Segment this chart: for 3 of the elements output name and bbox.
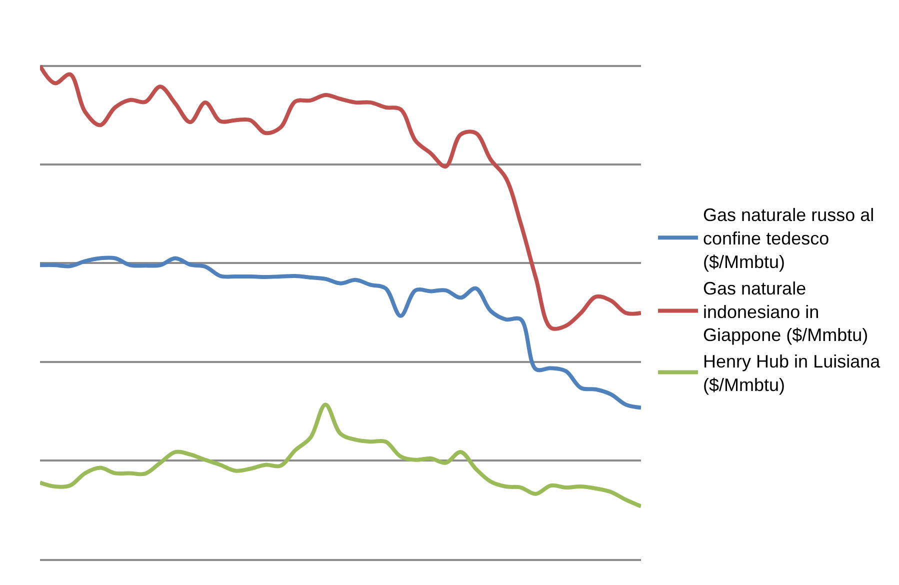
legend-label: Henry Hub in Luisiana ($/Mmbtu) bbox=[703, 352, 882, 396]
legend-label: Gas naturale indonesiano in Giappone ($/Mmbtu) bbox=[703, 278, 868, 346]
legend-label: Gas naturale russo al confine tedesco ($/Mmbtu) bbox=[703, 205, 874, 272]
